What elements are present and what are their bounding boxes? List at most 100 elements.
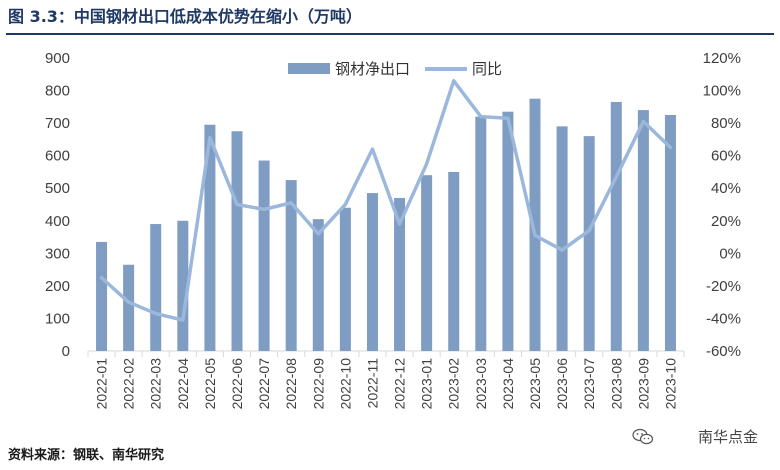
line-point	[533, 233, 537, 238]
line-point	[99, 276, 104, 280]
right-axis-labels: -60% -40% -20% 0% 20% 40% 60% 80% 100% 120%	[703, 50, 741, 360]
x-tick-label: 2023-01	[419, 358, 435, 410]
line-point	[154, 311, 158, 316]
x-axis-labels: 2022-01 2022-02 2022-03 2022-04 2022-05 2022-…	[94, 358, 679, 410]
y-left-tick-label: 200	[45, 278, 70, 295]
bar-series	[96, 98, 676, 351]
x-tick-label: 2022-08	[283, 358, 299, 410]
line-point	[587, 228, 591, 233]
legend-line-label: 同比	[472, 60, 502, 78]
y-right-tick-label: -60%	[706, 343, 741, 360]
legend-bar-label: 钢材净出口	[335, 60, 410, 78]
line-point	[479, 115, 483, 119]
y-right-tick-label: 0%	[719, 245, 741, 262]
bar	[231, 131, 243, 351]
bar	[258, 160, 270, 351]
line-point	[343, 202, 347, 207]
bar	[123, 264, 135, 351]
y-left-tick-label: 700	[45, 115, 70, 132]
y-left-tick-label: 400	[45, 213, 70, 230]
x-tick-label: 2022-01	[94, 358, 110, 410]
title-divider	[6, 33, 774, 35]
line-series	[99, 79, 673, 322]
line-point	[127, 300, 131, 304]
x-tick-label: 2023-10	[662, 358, 678, 410]
y-left-tick-label: 800	[45, 83, 70, 100]
bar	[177, 220, 189, 351]
figure-title: 图 3.3：中国钢材出口低成本优势在缩小（万吨）	[8, 7, 362, 26]
line-point	[316, 232, 320, 236]
x-tick-label: 2022-06	[229, 358, 245, 410]
bar	[312, 219, 324, 351]
gridlines	[87, 350, 685, 357]
bar	[502, 111, 514, 351]
x-tick-label: 2023-03	[473, 358, 489, 410]
x-tick-label: 2022-05	[202, 358, 218, 410]
yoy-line	[99, 79, 673, 322]
y-left-tick-label: 100	[45, 310, 70, 327]
x-tick-label: 2023-09	[635, 358, 651, 410]
bar	[394, 197, 406, 351]
bar	[204, 124, 216, 351]
bar	[529, 98, 541, 351]
y-right-tick-label: 20%	[711, 213, 741, 230]
y-left-tick-label: 0	[62, 343, 70, 360]
line-point	[425, 162, 429, 166]
y-right-tick-label: 80%	[711, 115, 741, 132]
y-right-tick-label: -40%	[706, 310, 741, 327]
y-left-tick-label: 300	[45, 245, 70, 262]
bar	[664, 114, 676, 351]
x-tick-label: 2022-07	[256, 358, 272, 410]
line-point	[668, 145, 673, 150]
y-left-tick-label: 600	[45, 148, 70, 165]
bar	[610, 101, 622, 351]
bar	[96, 241, 108, 351]
legend: 钢材净出口 同比	[288, 60, 502, 78]
line-point	[641, 119, 645, 124]
bar	[421, 175, 433, 351]
bar	[448, 171, 460, 351]
bar	[366, 193, 378, 351]
y-left-tick-label: 500	[45, 180, 70, 197]
line-point	[370, 147, 375, 151]
line-point	[560, 248, 564, 252]
left-axis-labels: 0 100 200 300 400 500 600 700 800 900	[45, 50, 70, 360]
watermark: 南华点金	[697, 428, 758, 446]
x-tick-label: 2023-06	[554, 358, 570, 410]
line-point	[262, 207, 266, 211]
legend-bar-swatch	[288, 63, 330, 74]
bar	[285, 180, 297, 351]
y-right-tick-label: 120%	[703, 50, 741, 67]
y-left-tick-label: 900	[45, 50, 70, 67]
x-tick-label: 2023-08	[608, 358, 624, 410]
source-note: 资料来源：钢联、南华研究	[8, 448, 165, 463]
x-tick-label: 2022-04	[175, 358, 191, 410]
bar	[150, 224, 162, 351]
y-right-tick-label: -20%	[706, 278, 741, 295]
y-right-tick-label: 60%	[711, 148, 741, 165]
x-tick-label: 2022-03	[148, 358, 164, 410]
line-point	[181, 318, 185, 322]
x-tick-label: 2022-12	[392, 358, 408, 410]
bar	[583, 136, 595, 351]
x-tick-label: 2022-10	[337, 358, 353, 410]
y-right-tick-label: 100%	[703, 83, 741, 100]
x-tick-label: 2022-02	[121, 358, 137, 410]
bar	[475, 116, 487, 351]
x-tick-label: 2022-11	[364, 358, 380, 409]
x-tick-label: 2023-05	[527, 358, 543, 410]
x-tick-label: 2022-09	[310, 358, 326, 410]
line-point	[208, 136, 212, 140]
x-tick-label: 2023-02	[446, 358, 462, 410]
y-right-tick-label: 40%	[711, 180, 741, 197]
bar	[637, 110, 649, 351]
line-point	[235, 202, 239, 207]
line-point	[614, 175, 618, 179]
line-point	[289, 201, 293, 205]
line-point	[397, 222, 402, 226]
line-point	[452, 79, 456, 83]
x-tick-label: 2023-07	[581, 358, 597, 410]
line-point	[506, 116, 510, 120]
x-tick-label: 2023-04	[500, 358, 516, 410]
